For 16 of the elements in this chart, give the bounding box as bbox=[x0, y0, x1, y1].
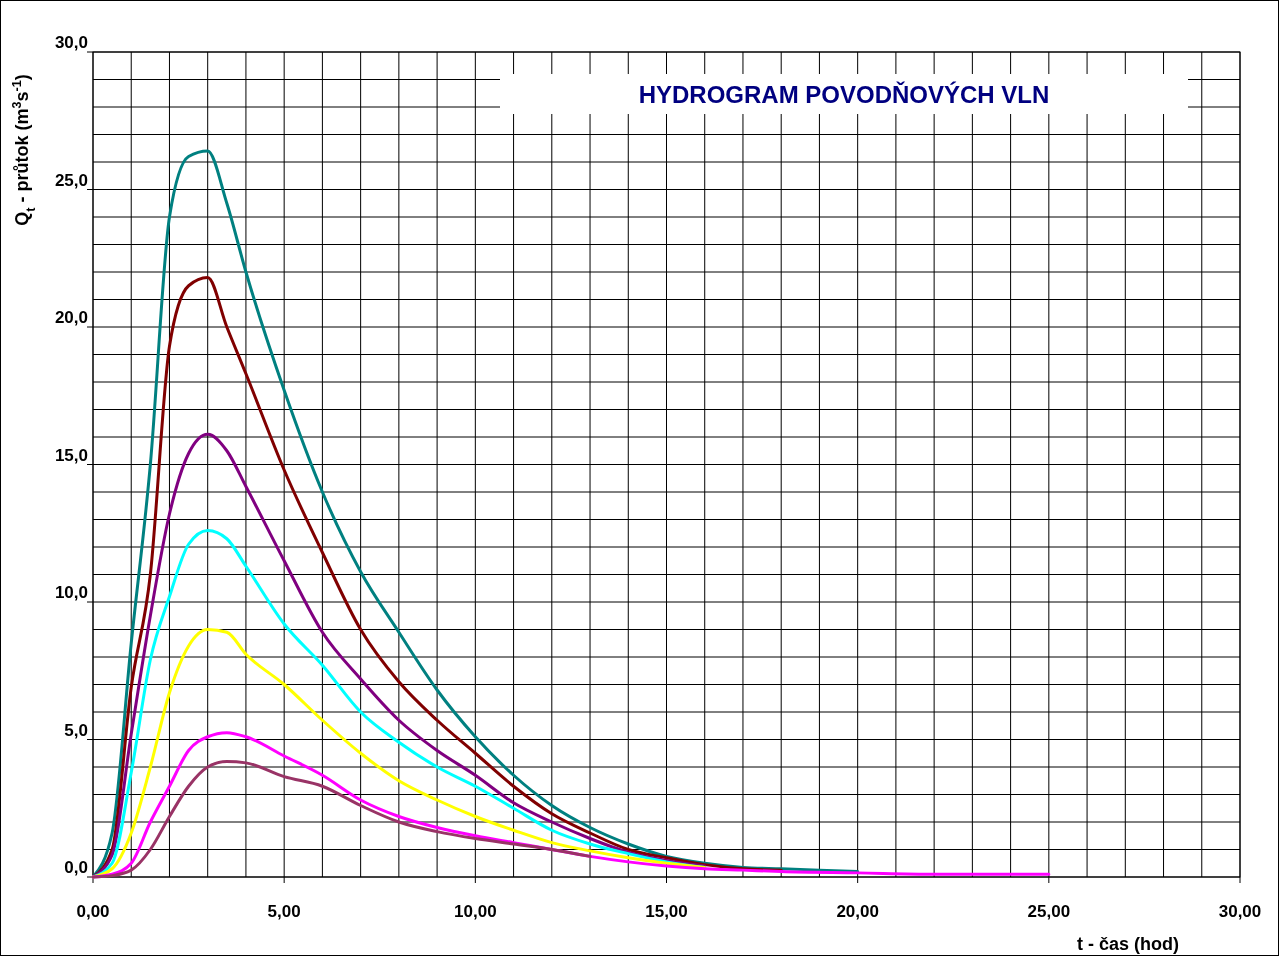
y-tick-label: 25,0 bbox=[54, 170, 88, 190]
title-box: HYDROGRAM POVODŇOVÝCH VLN bbox=[500, 74, 1188, 114]
y-tick-label: 15,0 bbox=[54, 445, 88, 465]
y-tick-label: 5,0 bbox=[64, 720, 88, 740]
y-tick-label: 20,0 bbox=[54, 308, 88, 327]
y-tick-label: 10,0 bbox=[54, 583, 88, 602]
y-tick-label: 30,0 bbox=[54, 33, 88, 52]
y-tick-label: 0,0 bbox=[64, 858, 88, 877]
x-tick-label: 0,00 bbox=[76, 902, 110, 921]
x-tick-label: 25,00 bbox=[1027, 902, 1071, 921]
x-tick-label: 15,00 bbox=[645, 902, 688, 921]
x-tick-label: 5,00 bbox=[267, 902, 301, 921]
x-tick-label: 30,00 bbox=[1218, 902, 1262, 921]
x-tick-label: 20,00 bbox=[836, 902, 879, 921]
x-axis-title: t - čas (hod) bbox=[1077, 934, 1179, 954]
x-tick-label: 10,00 bbox=[454, 902, 497, 921]
